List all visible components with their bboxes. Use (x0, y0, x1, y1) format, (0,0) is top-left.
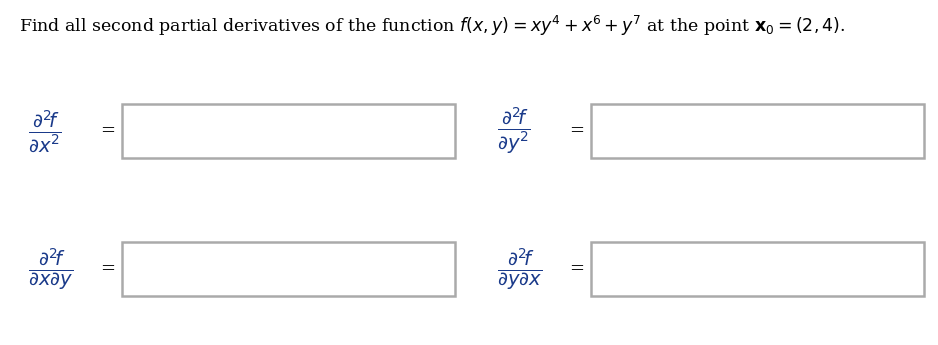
FancyBboxPatch shape (122, 104, 455, 158)
Text: =: = (569, 122, 584, 140)
FancyBboxPatch shape (591, 242, 924, 296)
Text: =: = (100, 122, 115, 140)
FancyBboxPatch shape (122, 242, 455, 296)
Text: $\dfrac{\partial^2\! f}{\partial x\partial y}$: $\dfrac{\partial^2\! f}{\partial x\parti… (28, 246, 73, 292)
Text: $\dfrac{\partial^2\! f}{\partial y^2}$: $\dfrac{\partial^2\! f}{\partial y^2}$ (497, 106, 531, 156)
Text: =: = (100, 260, 115, 278)
Text: =: = (569, 260, 584, 278)
Text: $\dfrac{\partial^2\! f}{\partial y\partial x}$: $\dfrac{\partial^2\! f}{\partial y\parti… (497, 246, 542, 292)
Text: Find all second partial derivatives of the function $f(x, y) = xy^4 + x^6 + y^7$: Find all second partial derivatives of t… (19, 14, 845, 38)
Text: $\dfrac{\partial^2\! f}{\partial x^2}$: $\dfrac{\partial^2\! f}{\partial x^2}$ (28, 108, 62, 154)
FancyBboxPatch shape (591, 104, 924, 158)
